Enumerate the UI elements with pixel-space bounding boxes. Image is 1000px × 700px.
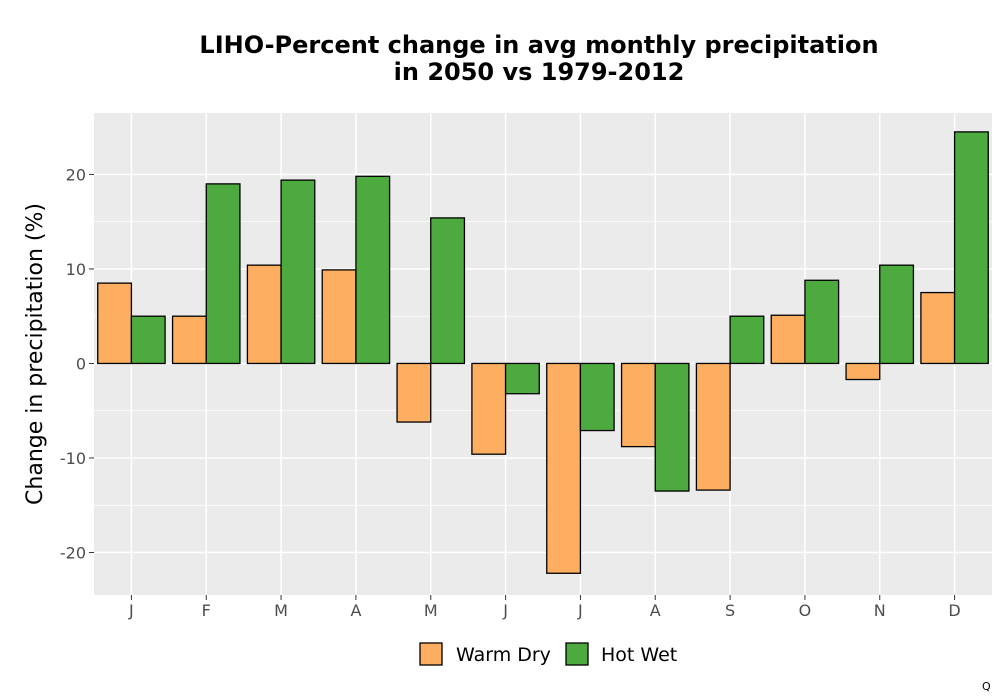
x-tick-label: A: [350, 601, 361, 620]
y-tick-label: -20: [60, 543, 86, 562]
bar-warm-dry: [321, 269, 357, 365]
bar-warm-dry: [695, 362, 731, 491]
x-tick-label: O: [799, 601, 812, 620]
x-tick-label: J: [577, 601, 583, 620]
legend-swatch: [565, 642, 589, 666]
bar-hot-wet: [130, 315, 166, 365]
legend-label: Hot Wet: [601, 644, 677, 666]
bar-hot-wet: [205, 183, 241, 365]
bar-warm-dry: [920, 291, 956, 365]
bar-warm-dry: [546, 362, 582, 574]
x-tick-label: M: [424, 601, 438, 620]
y-tick-label: 10: [66, 260, 86, 279]
x-tick-label: S: [725, 601, 735, 620]
y-tick-label: 0: [76, 354, 86, 373]
chart-title-line-1: LIHO-Percent change in avg monthly preci…: [199, 31, 878, 59]
x-tick-label: F: [202, 601, 211, 620]
legend: Warm Dry Hot Wet: [419, 642, 677, 666]
bar-hot-wet: [504, 362, 540, 395]
x-tick-label: J: [502, 601, 508, 620]
x-tick-label: D: [948, 601, 960, 620]
bar-warm-dry: [845, 362, 881, 381]
bar-warm-dry: [396, 362, 432, 423]
legend-label: Warm Dry: [456, 644, 551, 666]
x-tick-label: M: [274, 601, 288, 620]
bar-hot-wet: [654, 362, 690, 492]
y-tick-label: 20: [66, 165, 86, 184]
bars: [97, 131, 989, 574]
bar-hot-wet: [579, 362, 615, 432]
bar-warm-dry: [246, 264, 282, 365]
bar-hot-wet: [430, 217, 466, 365]
bar-warm-dry: [620, 362, 656, 448]
bar-hot-wet: [804, 279, 840, 365]
y-axis-label: Change in precipitation (%): [23, 203, 48, 505]
x-tick-label: J: [128, 601, 134, 620]
bar-warm-dry: [770, 314, 806, 365]
legend-swatch: [419, 642, 443, 666]
bar-hot-wet: [879, 264, 915, 365]
y-tick-label: -10: [60, 449, 86, 468]
y-axis-ticks: -20 -10 0 10 20: [60, 165, 94, 562]
bar-hot-wet: [280, 179, 316, 365]
bar-hot-wet: [355, 175, 391, 365]
plot-panel: [94, 113, 992, 595]
bar-hot-wet: [953, 131, 989, 365]
bar-warm-dry: [171, 315, 207, 365]
bar-warm-dry: [471, 362, 507, 455]
bar-warm-dry: [97, 282, 133, 365]
x-tick-label: N: [874, 601, 886, 620]
chart-title-line-2: in 2050 vs 1979-2012: [394, 58, 685, 86]
bar-hot-wet: [729, 315, 765, 365]
x-tick-label: A: [650, 601, 661, 620]
corner-mark: Q: [982, 680, 991, 693]
